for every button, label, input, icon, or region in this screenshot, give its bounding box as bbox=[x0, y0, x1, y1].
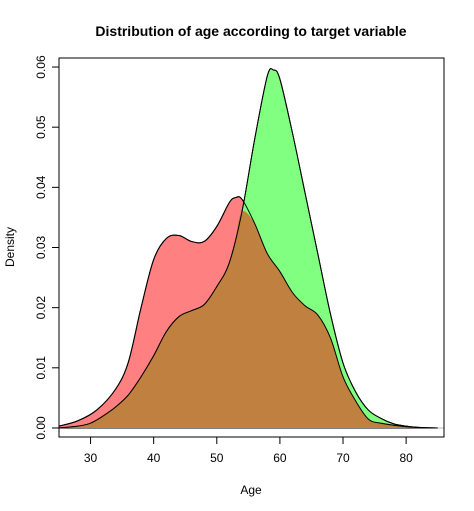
y-axis: 0.00 0.01 0.02 0.03 0.04 0.05 0.06 bbox=[34, 55, 59, 440]
x-tick-label: 70 bbox=[336, 451, 350, 465]
x-tick-label: 80 bbox=[399, 451, 413, 465]
y-tick-label: 0.01 bbox=[34, 356, 48, 380]
x-tick-label: 30 bbox=[84, 451, 98, 465]
chart-title: Distribution of age according to target … bbox=[95, 23, 406, 39]
y-axis-label: Density bbox=[3, 227, 17, 267]
x-tick-label: 60 bbox=[273, 451, 287, 465]
y-tick-label: 0.00 bbox=[34, 416, 48, 440]
y-tick-label: 0.05 bbox=[34, 115, 48, 139]
x-tick-label: 40 bbox=[147, 451, 161, 465]
density-outline-red bbox=[59, 196, 426, 429]
y-tick-label: 0.03 bbox=[34, 235, 48, 259]
plot-area bbox=[59, 68, 444, 429]
x-axis-label: Age bbox=[240, 483, 262, 497]
x-tick-label: 50 bbox=[210, 451, 224, 465]
x-axis: 30 40 50 60 70 80 bbox=[84, 437, 413, 465]
y-tick-label: 0.06 bbox=[34, 55, 48, 79]
density-area-overlap bbox=[59, 210, 438, 429]
y-tick-label: 0.04 bbox=[34, 175, 48, 199]
density-outline-green bbox=[59, 68, 438, 429]
y-tick-label: 0.02 bbox=[34, 296, 48, 320]
